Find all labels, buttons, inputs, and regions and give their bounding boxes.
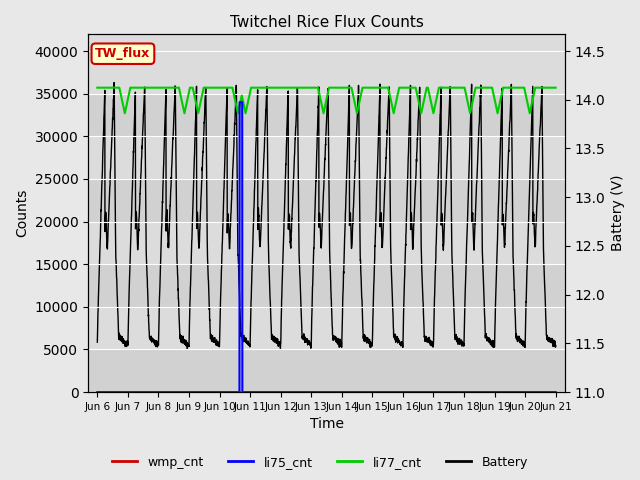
Bar [88, 264, 565, 307]
Bar [88, 179, 565, 222]
Bar [88, 349, 565, 392]
Y-axis label: Battery (V): Battery (V) [611, 175, 625, 252]
Text: TW_flux: TW_flux [95, 47, 150, 60]
Y-axis label: Counts: Counts [15, 189, 29, 237]
Bar [88, 94, 565, 136]
X-axis label: Time: Time [310, 418, 344, 432]
Legend: wmp_cnt, li75_cnt, li77_cnt, Battery: wmp_cnt, li75_cnt, li77_cnt, Battery [107, 451, 533, 474]
Title: Twitchel Rice Flux Counts: Twitchel Rice Flux Counts [230, 15, 424, 30]
